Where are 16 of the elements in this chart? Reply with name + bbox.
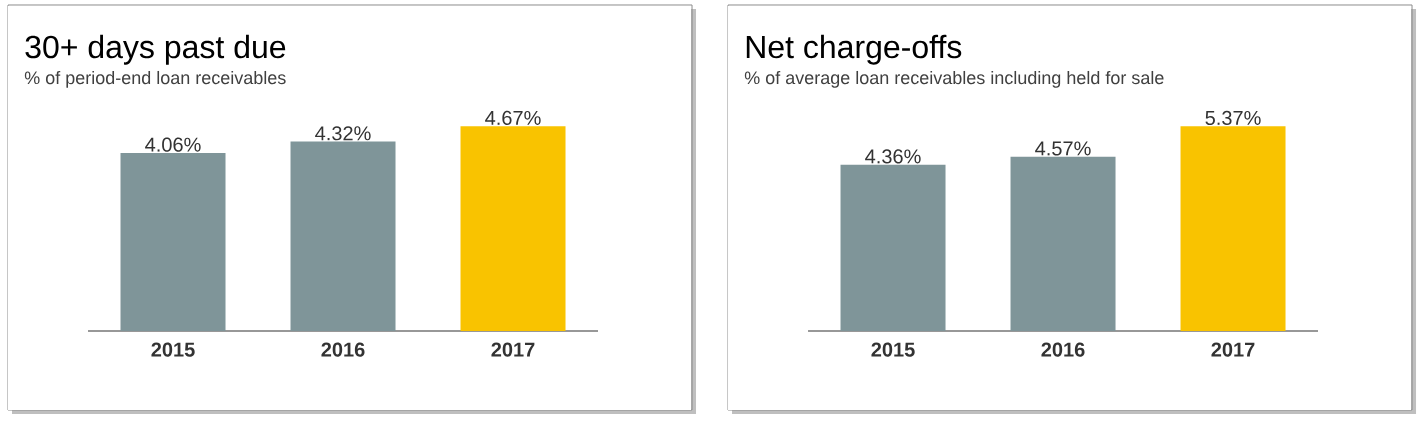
chart-title: Net charge-offs bbox=[746, 34, 962, 65]
x-tick-label: 2016 bbox=[321, 342, 365, 357]
chart-title: 30+ days past due bbox=[25, 34, 286, 65]
x-tick-label: 2015 bbox=[871, 342, 915, 357]
data-label: 4.32% bbox=[315, 126, 371, 141]
data-label: 4.57% bbox=[1035, 141, 1091, 156]
data-label: 5.37% bbox=[1205, 110, 1261, 125]
x-tick-label: 2017 bbox=[491, 342, 535, 357]
data-label: 4.67% bbox=[485, 110, 541, 126]
chart-subtitle: % of average loan receivables including held for sale bbox=[744, 70, 1164, 88]
data-label: 4.06% bbox=[145, 137, 201, 152]
x-tick-label: 2016 bbox=[1041, 342, 1085, 357]
data-label: 4.36% bbox=[865, 149, 921, 164]
x-tick-label: 2015 bbox=[151, 342, 195, 357]
x-tick-label: 2017 bbox=[1211, 342, 1255, 357]
chart-subtitle: % of period-end loan receivables bbox=[24, 70, 286, 88]
